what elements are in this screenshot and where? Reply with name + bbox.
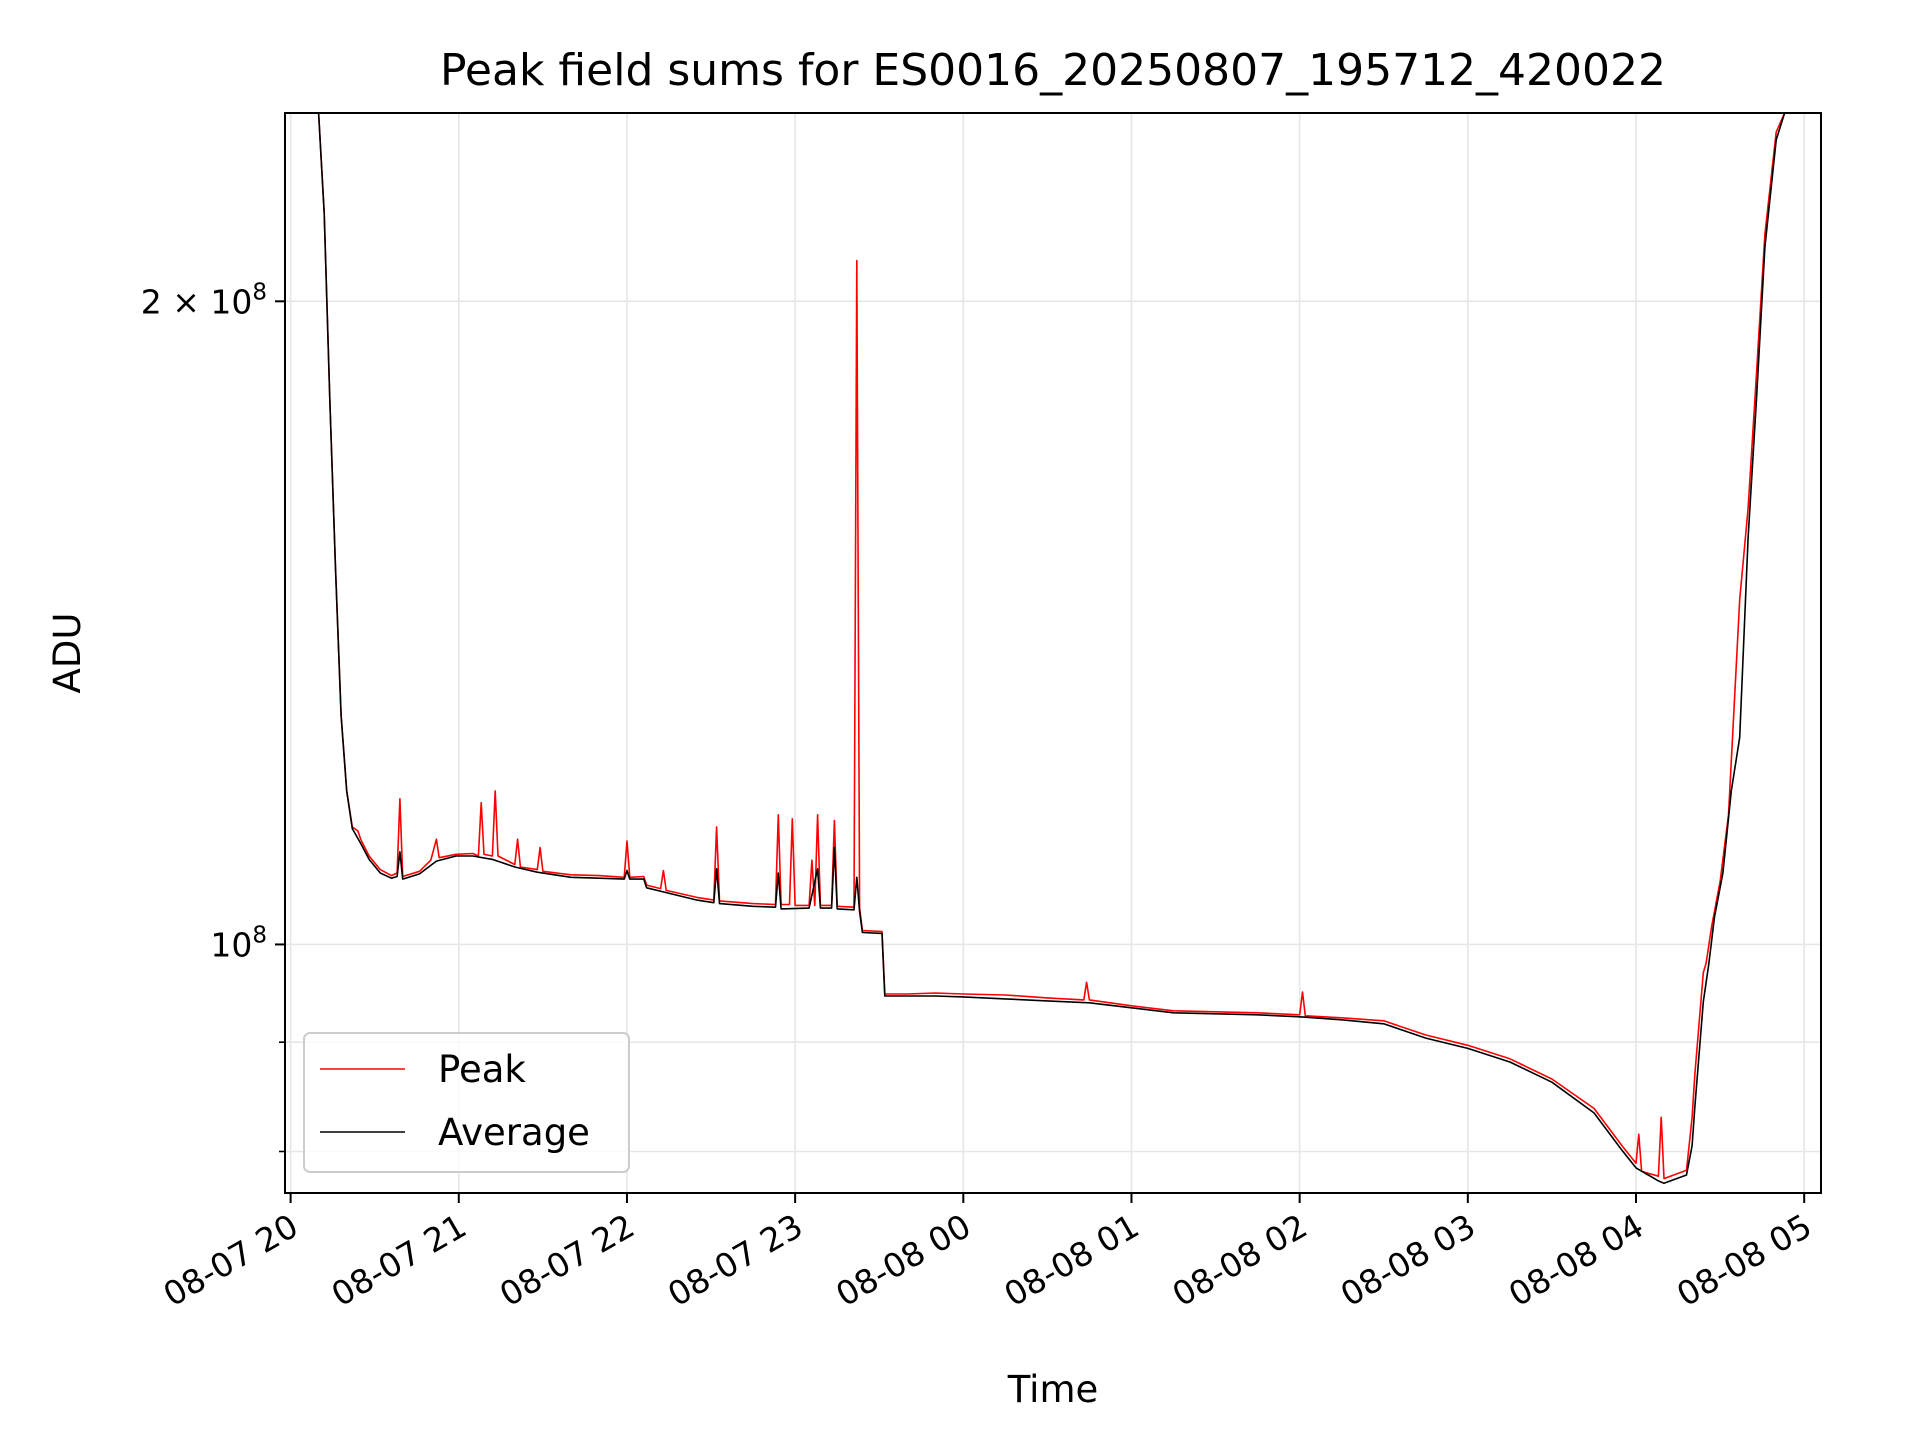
legend-box bbox=[303, 1032, 630, 1173]
grid-lines bbox=[285, 113, 1821, 1193]
y-axis-ticks: 108 2 × 108 bbox=[141, 279, 285, 1153]
legend: Peak Average bbox=[303, 1032, 630, 1173]
series-line-average bbox=[317, 113, 1786, 1185]
chart-title: Peak field sums for ES0016_20250807_1957… bbox=[440, 45, 1666, 96]
series-layer bbox=[317, 113, 1786, 1185]
legend-label-peak: Peak bbox=[438, 1048, 526, 1091]
series-line-peak bbox=[317, 113, 1786, 1180]
legend-label-average: Average bbox=[438, 1111, 590, 1154]
y-axis-title: ADU bbox=[46, 613, 89, 694]
x-axis-title: Time bbox=[1007, 1368, 1099, 1411]
y-tick-label: 2 × 108 bbox=[141, 279, 267, 321]
plot-frame bbox=[284, 112, 1822, 1194]
y-tick-label: 108 bbox=[210, 922, 267, 964]
